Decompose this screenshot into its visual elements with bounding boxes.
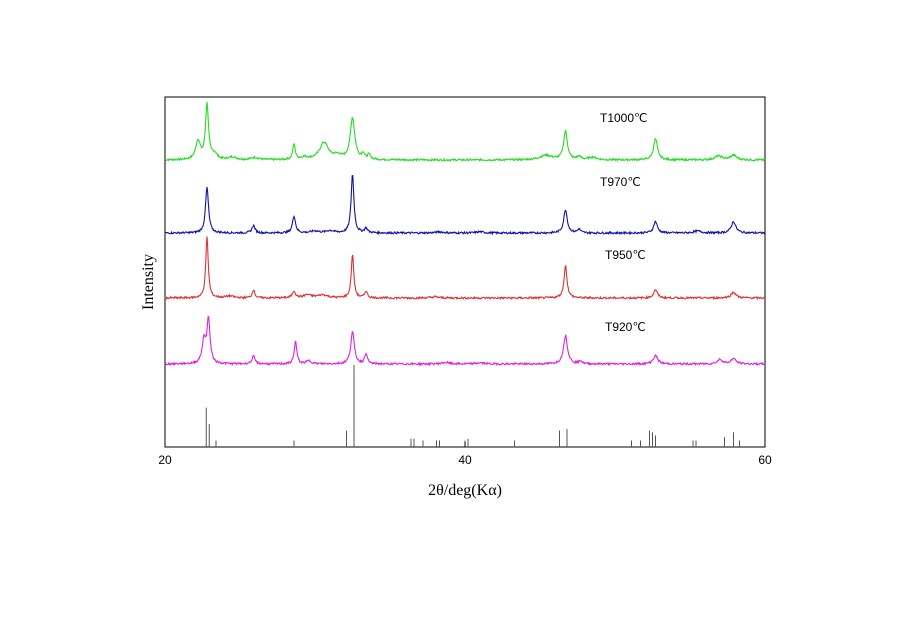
x-tick-label-20: 20: [158, 453, 172, 467]
series-line-T950℃: [164, 236, 766, 301]
series-line-T920℃: [164, 315, 766, 367]
x-axis-title: 2θ/deg(Kα): [428, 482, 502, 499]
x-tick-label-40: 40: [458, 453, 472, 467]
plot-frame: [164, 96, 766, 448]
x-ticks: 20 40 60: [158, 442, 772, 467]
series-labels: T1000℃ T970℃ T950℃ T920℃: [600, 111, 648, 334]
series-line-T1000℃: [164, 101, 766, 163]
reference-pattern: [205, 365, 740, 447]
series-label-T1000℃: T1000℃: [600, 111, 648, 125]
x-tick-label-60: 60: [758, 453, 772, 467]
y-axis-title: Intensity: [140, 254, 157, 310]
series-label-T950℃: T950℃: [605, 248, 646, 262]
series-layer: [164, 101, 766, 367]
series-line-T970℃: [164, 174, 766, 236]
series-label-T970℃: T970℃: [600, 175, 641, 189]
series-label-T920℃: T920℃: [605, 320, 646, 334]
